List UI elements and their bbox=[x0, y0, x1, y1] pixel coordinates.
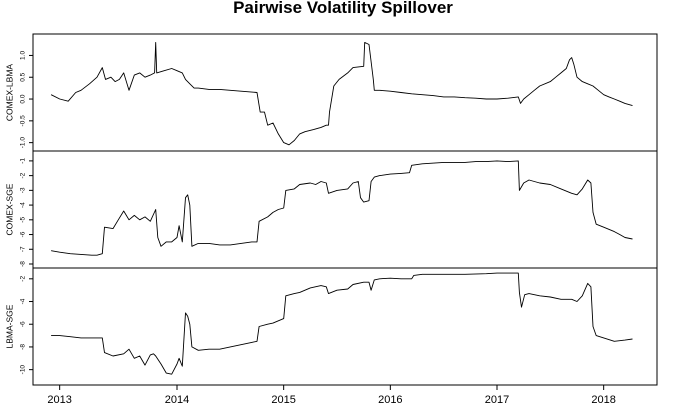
panel-label: COMEX-LBMA bbox=[4, 64, 14, 121]
y-tick-label: -3 bbox=[20, 187, 27, 193]
y-tick-label: -6 bbox=[20, 321, 27, 327]
x-tick-label: 2018 bbox=[591, 394, 615, 404]
series-line-comex-lbma bbox=[50, 41, 633, 146]
y-tick-label: -6 bbox=[20, 231, 27, 237]
panel-frame bbox=[32, 150, 658, 269]
panel-label: COMEX-SGE bbox=[4, 183, 14, 235]
x-tick-label: 2014 bbox=[165, 394, 189, 404]
x-tick-label: 2015 bbox=[271, 394, 295, 404]
x-axis: 2013 2014 2015 2016 2017 2018 bbox=[47, 385, 616, 404]
x-tick-label: 2016 bbox=[378, 394, 402, 404]
y-tick-label: -5 bbox=[20, 217, 27, 223]
y-tick-label: -8 bbox=[20, 344, 27, 350]
y-tick-label: 0.5 bbox=[20, 72, 27, 81]
y-tick-label: -4 bbox=[20, 202, 27, 208]
y-tick-label: -7 bbox=[20, 246, 27, 252]
panel-comex-sge: -1 -2 -3 -4 -5 -6 -7 -8 COMEX-SGE bbox=[4, 150, 658, 269]
panel-frame bbox=[32, 267, 658, 386]
chart-panels: 1.00.50.0-0.5-1.0COMEX-LBMA-1-2-3-4-5-6-… bbox=[4, 33, 658, 386]
y-tick-label: -10 bbox=[20, 365, 27, 375]
x-tick-label: 2013 bbox=[47, 394, 71, 404]
y-tick-label: 0.0 bbox=[20, 94, 27, 103]
series-line-comex-sge bbox=[51, 160, 633, 256]
y-tick-label: -4 bbox=[20, 298, 27, 304]
chart-title: Pairwise Volatility Spillover bbox=[233, 0, 453, 17]
y-tick-label: -0.5 bbox=[20, 115, 27, 127]
panel-frame bbox=[32, 33, 658, 152]
y-tick-label: -2 bbox=[20, 276, 27, 282]
y-tick-label: -2 bbox=[20, 172, 27, 178]
panel-lbma-sge: -2 -4 -6 -8 -10 LBMA-SGE bbox=[4, 267, 658, 386]
y-tick-label: -1 bbox=[20, 158, 27, 164]
series-line-lbma-sge bbox=[51, 272, 633, 375]
y-tick-label: -8 bbox=[20, 261, 27, 267]
panel-comex-lbma: 1.0 0.5 0.0 -0.5 -1.0 COMEX-LBMA bbox=[4, 33, 658, 152]
x-tick-label: 2017 bbox=[485, 394, 509, 404]
panel-label: LBMA-SGE bbox=[4, 304, 14, 348]
y-tick-label: -1.0 bbox=[20, 137, 27, 149]
y-tick-label: 1.0 bbox=[20, 51, 27, 60]
